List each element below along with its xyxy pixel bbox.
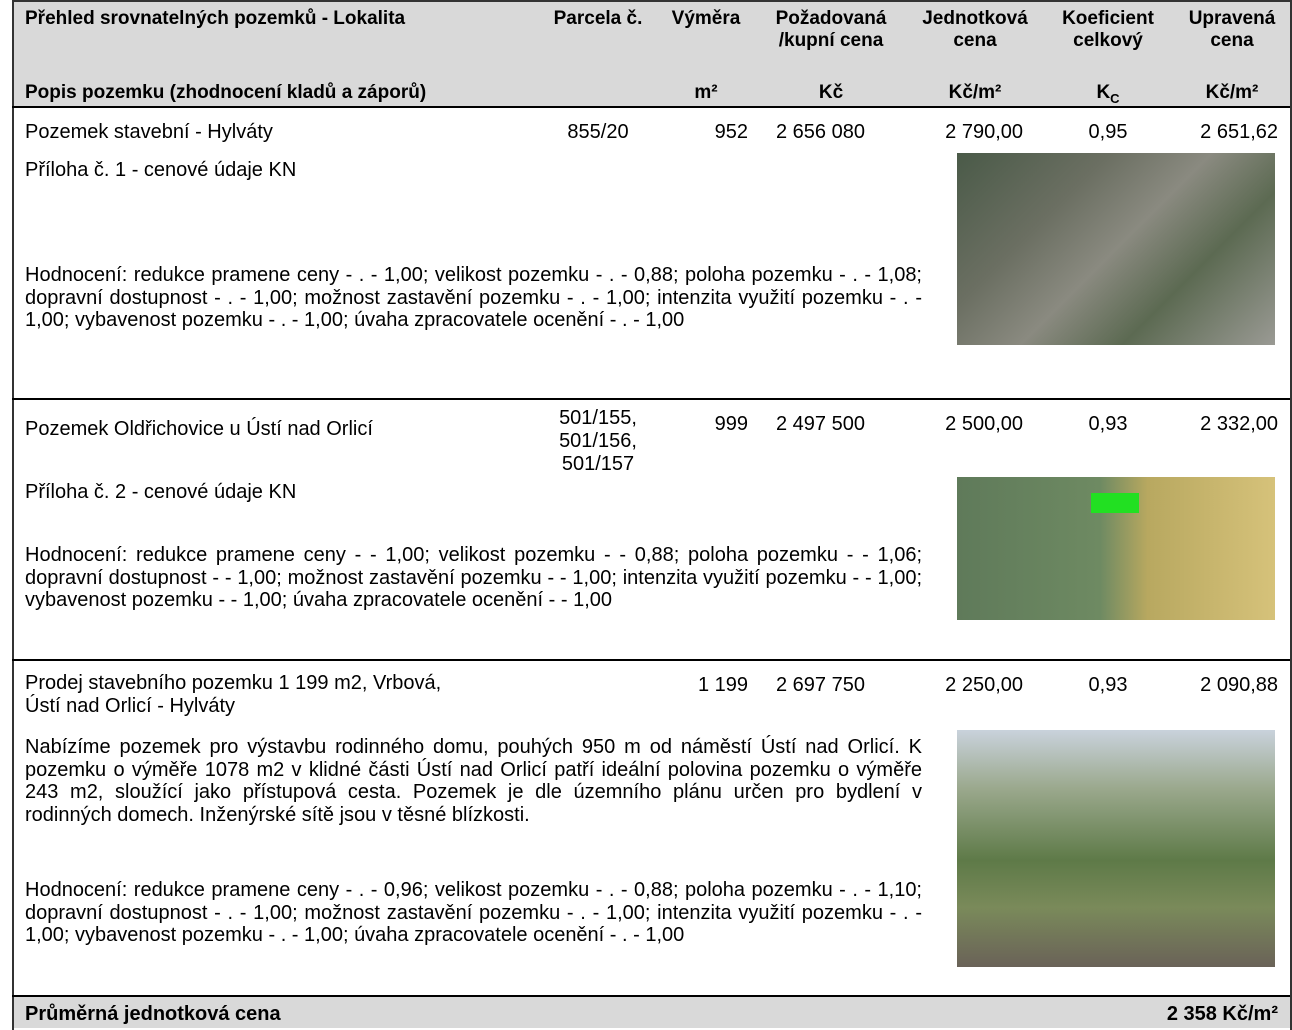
table-border xyxy=(12,0,1292,1030)
area: 1 199 xyxy=(697,674,748,696)
unit-price: 2 250,00 xyxy=(945,674,1023,696)
area: 999 xyxy=(714,413,748,435)
row-divider xyxy=(12,106,1290,108)
column-header: Požadovaná xyxy=(775,8,887,29)
price: 2 656 080 xyxy=(776,121,865,143)
header-band xyxy=(12,0,1290,107)
land-name: Pozemek stavební - Hylváty xyxy=(25,121,273,143)
column-header: cena xyxy=(1210,30,1254,51)
evaluation: Hodnocení: redukce pramene ceny - . - 0,… xyxy=(25,879,922,946)
column-header: Koeficient xyxy=(1062,8,1154,29)
footer-band xyxy=(12,996,1290,1028)
coefficient: 0,93 xyxy=(1088,413,1128,435)
column-unit: m² xyxy=(694,82,718,103)
unit-price: 2 500,00 xyxy=(945,413,1023,435)
unit-sub: C xyxy=(1110,90,1120,106)
column-header: celkový xyxy=(1073,30,1143,51)
parcel-number: 501/155, xyxy=(559,407,637,429)
land-name: Ústí nad Orlicí - Hylváty xyxy=(25,695,236,717)
land-name: Prodej stavebního pozemku 1 199 m2, Vrbo… xyxy=(25,672,442,694)
row-divider xyxy=(12,398,1290,400)
column-unit: Kč/m² xyxy=(1205,82,1259,103)
column-header: /kupní cena xyxy=(778,30,884,51)
column-header: cena xyxy=(953,30,997,51)
parcel-number: 855/20 xyxy=(567,121,629,143)
unit-price: 2 790,00 xyxy=(945,121,1023,143)
attachment-note: Příloha č. 2 - cenové údaje KN xyxy=(25,481,297,503)
evaluation: Hodnocení: redukce pramene ceny - . - 1,… xyxy=(25,264,922,331)
header-title: Přehled srovnatelných pozemků - Lokalita xyxy=(25,8,406,29)
adjusted-price: 2 651,62 xyxy=(1200,121,1278,143)
header-subtitle: Popis pozemku (zhodnocení kladů a záporů… xyxy=(25,82,427,103)
area: 952 xyxy=(714,121,748,143)
evaluation: Hodnocení: redukce pramene ceny - - 1,00… xyxy=(25,544,922,611)
adjusted-price: 2 332,00 xyxy=(1200,413,1278,435)
price: 2 497 500 xyxy=(776,413,865,435)
adjusted-price: 2 090,88 xyxy=(1200,674,1278,696)
price: 2 697 750 xyxy=(776,674,865,696)
column-unit: Kč/m² xyxy=(948,82,1002,103)
row-divider xyxy=(12,995,1290,997)
row-divider xyxy=(12,659,1290,661)
description: Nabízíme pozemek pro výstavbu rodinného … xyxy=(25,736,922,826)
map-image xyxy=(957,477,1275,620)
parcel-number: 501/156, xyxy=(559,430,637,452)
footer-value: 2 358 Kč/m² xyxy=(1166,1003,1278,1025)
column-unit: Kč xyxy=(818,82,844,103)
column-header: Jednotková xyxy=(922,8,1028,29)
unit-base: K xyxy=(1096,82,1111,103)
coefficient: 0,95 xyxy=(1088,121,1128,143)
column-header: Výměra xyxy=(671,8,741,29)
column-header: Upravená xyxy=(1188,8,1276,29)
photo-image xyxy=(957,730,1275,967)
parcel-number: 501/157 xyxy=(561,453,635,475)
land-name: Pozemek Oldřichovice u Ústí nad Orlicí xyxy=(25,418,373,440)
column-header: Parcela č. xyxy=(553,8,643,29)
map-image xyxy=(957,153,1275,345)
coefficient: 0,93 xyxy=(1088,674,1128,696)
column-unit: KC xyxy=(1028,82,1188,110)
attachment-note: Příloha č. 1 - cenové údaje KN xyxy=(25,159,297,181)
footer-label: Průměrná jednotková cena xyxy=(25,1003,281,1025)
